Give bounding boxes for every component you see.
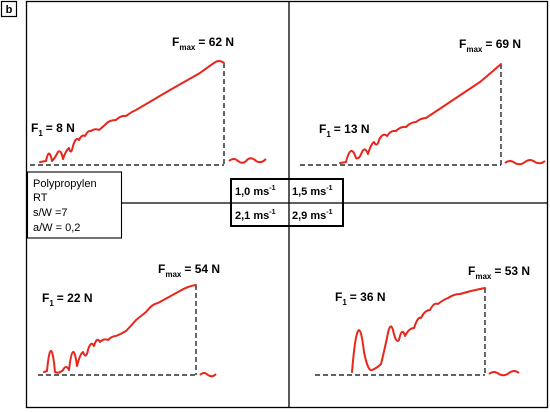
fmax-label: Fmax = 62 N	[172, 35, 234, 52]
tail-oscillation	[199, 372, 217, 378]
panel-bottom-right: F1 = 36 N Fmax = 53 N	[315, 264, 530, 377]
condition-temperature: RT	[33, 192, 48, 204]
speed-top-right: 1,5 ms-1	[292, 185, 333, 198]
panel-label: b	[6, 4, 13, 16]
panel-bottom-left: F1 = 22 N Fmax = 54 N	[38, 262, 220, 378]
fmax-label: Fmax = 53 N	[468, 264, 530, 281]
condition-crack-ratio: a/W = 0,2	[33, 222, 80, 234]
speed-bottom-left: 2,1 ms-1	[235, 209, 276, 222]
panel-top-left: F1 = 8 N Fmax = 62 N	[30, 35, 267, 166]
condition-material: Polypropylen	[33, 178, 97, 190]
tail-oscillation	[504, 159, 546, 166]
tail-oscillation	[488, 370, 520, 377]
condition-span-ratio: s/W =7	[33, 207, 68, 219]
f1-label: F1 = 8 N	[31, 121, 75, 138]
fmax-label: Fmax = 54 N	[158, 262, 220, 279]
figure-frame	[25, 0, 549, 409]
f1-label: F1 = 36 N	[335, 290, 386, 307]
force-curve	[351, 287, 486, 373]
force-curve	[339, 63, 502, 164]
conditions-box	[26, 171, 123, 239]
tail-oscillation	[228, 157, 267, 164]
fmax-label: Fmax = 69 N	[459, 37, 521, 54]
panel-top-right: F1 = 13 N Fmax = 69 N	[300, 37, 546, 166]
force-curve	[39, 60, 225, 163]
f1-label: F1 = 22 N	[42, 291, 93, 308]
f1-label: F1 = 13 N	[319, 122, 370, 139]
speed-bottom-right: 2,9 ms-1	[292, 209, 333, 222]
speed-top-left: 1,0 ms-1	[235, 185, 276, 198]
force-curve	[43, 284, 197, 374]
panel-label-box	[0, 0, 18, 18]
